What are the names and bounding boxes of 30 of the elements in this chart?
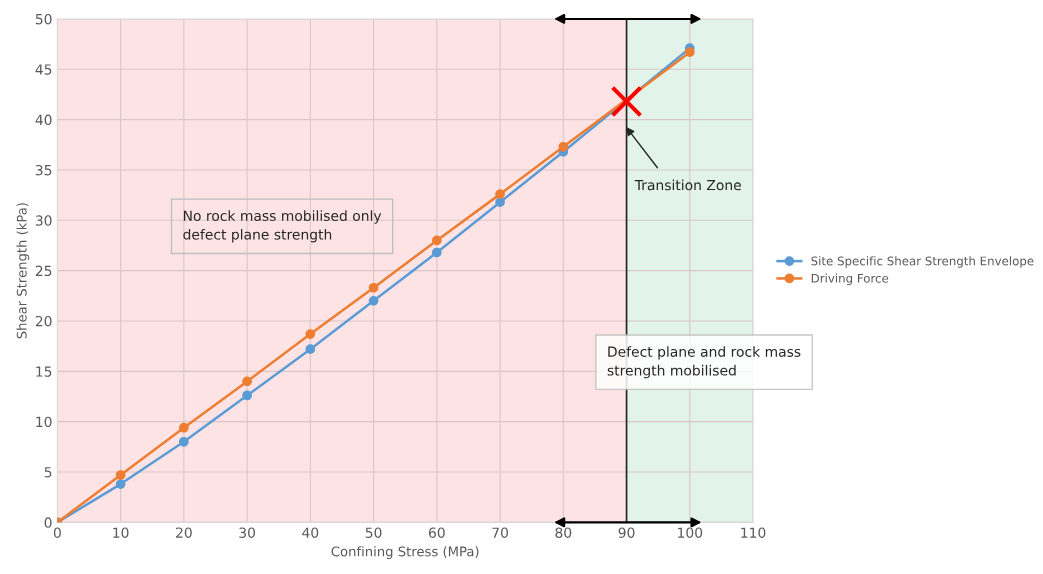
y-axis-title: Shear Strength (kPa) (16, 203, 30, 339)
y-tick-label: 50 (35, 13, 52, 25)
x-tick-label: 80 (555, 527, 572, 538)
x-tick-label: 20 (176, 527, 192, 538)
x-tick-label: 70 (492, 527, 508, 538)
x-tick-label: 50 (365, 527, 382, 538)
annotation: Defect plane and rock mass strength mobilised (607, 346, 801, 379)
y-tick-label: 45 (35, 64, 52, 75)
legend-label: Site Specific Shear Strength Envelope (811, 256, 1034, 268)
x-tick-label: 90 (618, 527, 635, 538)
y-tick-label: 5 (44, 467, 52, 478)
y-tick-label: 30 (35, 215, 52, 226)
y-tick-label: 40 (35, 114, 52, 126)
y-tick-label: 0 (44, 517, 52, 528)
y-tick-label: 10 (36, 416, 52, 428)
x-tick-label: 10 (113, 527, 129, 538)
x-tick-label: 0 (53, 527, 61, 538)
x-tick-label: 30 (239, 527, 256, 538)
x-tick-label: 60 (428, 527, 445, 538)
x-tick-label: 100 (678, 527, 703, 538)
legend-label: Driving Force (811, 273, 889, 286)
annotation: Transition Zone (634, 179, 741, 191)
y-tick-label: 35 (35, 164, 52, 176)
x-tick-label: 110 (741, 527, 766, 538)
annotation: No rock mass mobilised only defect plane strength (183, 210, 382, 243)
y-tick-label: 20 (35, 315, 52, 327)
x-tick-label: 40 (302, 527, 319, 538)
y-tick-label: 25 (35, 265, 52, 277)
y-tick-label: 15 (36, 366, 52, 377)
x-axis-title: Confining Stress (MPa) (331, 546, 479, 559)
